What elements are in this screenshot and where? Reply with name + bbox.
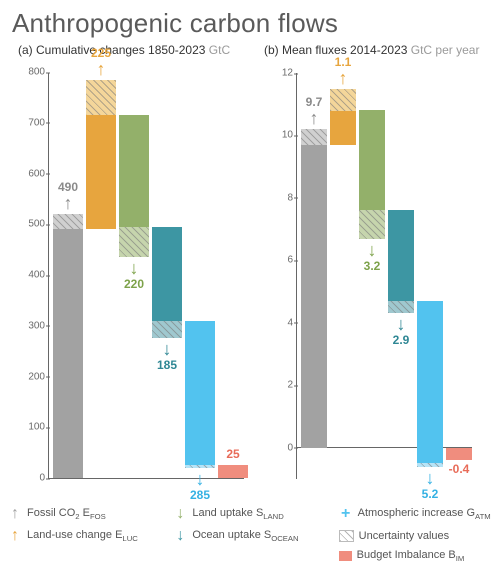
arrow-down-icon: ↓	[130, 259, 139, 277]
bar-land	[359, 110, 385, 210]
bar-land	[119, 115, 149, 227]
legend-imb-label: Budget Imbalance BIM	[357, 549, 465, 563]
legend-uncertainty: Uncertainty values	[339, 527, 492, 545]
legend-atm-label: Atmospheric increase GATM	[358, 507, 491, 521]
bar-atm	[185, 321, 215, 466]
legend-uncertainty-label: Uncertainty values	[359, 530, 450, 542]
chart-b: 024681012↑9.7↑1.1↓3.2↓2.9↓5.2-0.4	[266, 63, 476, 493]
charts-row: 0100200300400500600700800↑490↑225↓220↓18…	[18, 63, 490, 493]
ytick: 200	[19, 371, 45, 382]
panel-a-unit: GtC	[209, 43, 230, 57]
ytick: 4	[267, 317, 293, 328]
ytick: 0	[19, 473, 45, 484]
ytick: 0	[267, 442, 293, 453]
arrow-down-icon: ↓	[173, 527, 187, 545]
bar-imb	[218, 465, 248, 478]
arrow-down-icon: ↓	[163, 340, 172, 358]
chart-a-plot: 0100200300400500600700800↑490↑225↓220↓18…	[48, 73, 244, 479]
ytick: 2	[267, 380, 293, 391]
bar-ocean	[388, 210, 414, 301]
arrow-up-icon: ↑	[339, 69, 348, 87]
legend-land-label: Land uptake SLAND	[192, 507, 283, 521]
legend-ocean: ↓ Ocean uptake SOCEAN	[173, 527, 326, 545]
chart-b-plot: 024681012↑9.7↑1.1↓3.2↓2.9↓5.2-0.4	[296, 73, 472, 479]
arrow-down-icon: ↓	[397, 315, 406, 333]
arrow-up-icon: ↑	[64, 194, 73, 212]
legend-atm: + Atmospheric increase GATM	[339, 505, 492, 523]
legend-ocean-label: Ocean uptake SOCEAN	[192, 529, 298, 543]
ytick: 500	[19, 219, 45, 230]
ytick: 300	[19, 320, 45, 331]
value-label-atm: 285	[190, 488, 210, 502]
bar-fossil	[301, 145, 327, 448]
value-label-luc: 1.1	[335, 55, 352, 69]
ytick: 700	[19, 117, 45, 128]
value-label-ocean: 2.9	[393, 333, 410, 347]
legend-luc: ↑ Land-use change ELUC	[8, 527, 161, 545]
legend: ↑ Fossil CO2 EFOS ↓ Land uptake SLAND + Atm…	[8, 505, 492, 563]
arrow-up-icon: ↑	[97, 60, 106, 78]
bar-fossil	[53, 229, 83, 478]
panel-b-subtitle: (b) Mean fluxes 2014-2023 GtC per year	[264, 43, 479, 57]
bar-imb	[446, 448, 472, 460]
subtitle-row: (a) Cumulative changes 1850-2023 GtC (b)…	[18, 43, 490, 57]
value-label-imb: 25	[226, 447, 239, 461]
page-title: Anthropogenic carbon flows	[12, 8, 490, 39]
ytick: 10	[267, 130, 293, 141]
arrow-up-icon: ↑	[8, 527, 22, 545]
bar-ocean	[152, 227, 182, 321]
panel-a-subtitle: (a) Cumulative changes 1850-2023 GtC	[18, 43, 248, 57]
value-label-luc: 225	[91, 46, 111, 60]
arrow-down-icon: ↓	[173, 505, 187, 523]
ytick: 600	[19, 168, 45, 179]
panel-a-subtitle-text: (a) Cumulative changes 1850-2023	[18, 43, 209, 57]
legend-land: ↓ Land uptake SLAND	[173, 505, 326, 523]
bar-luc	[330, 111, 356, 145]
arrow-up-icon: ↑	[310, 109, 319, 127]
value-label-ocean: 185	[157, 358, 177, 372]
ytick: 12	[267, 68, 293, 79]
bar-luc	[86, 115, 116, 229]
ytick: 100	[19, 422, 45, 433]
legend-imb: Budget Imbalance BIM	[339, 549, 492, 563]
value-label-land: 3.2	[364, 259, 381, 273]
legend-luc-label: Land-use change ELUC	[27, 529, 138, 543]
ytick: 400	[19, 270, 45, 281]
value-label-imb: -0.4	[449, 462, 470, 476]
hatch-icon	[339, 530, 354, 542]
swatch-icon	[339, 551, 352, 561]
arrow-up-icon: ↑	[8, 505, 22, 523]
plus-icon: +	[339, 505, 353, 523]
ytick: 8	[267, 192, 293, 203]
chart-a: 0100200300400500600700800↑490↑225↓220↓18…	[18, 63, 248, 493]
legend-fossil-label: Fossil CO2 EFOS	[27, 507, 106, 521]
arrow-down-icon: ↓	[426, 469, 435, 487]
ytick: 800	[19, 67, 45, 78]
arrow-down-icon: ↓	[196, 470, 205, 488]
value-label-fossil: 490	[58, 180, 78, 194]
ytick: 6	[267, 255, 293, 266]
arrow-down-icon: ↓	[368, 241, 377, 259]
value-label-atm: 5.2	[422, 487, 439, 501]
value-label-land: 220	[124, 277, 144, 291]
bar-atm	[417, 301, 443, 463]
panel-b-unit: GtC per year	[411, 43, 480, 57]
value-label-fossil: 9.7	[306, 95, 323, 109]
legend-fossil: ↑ Fossil CO2 EFOS	[8, 505, 161, 523]
